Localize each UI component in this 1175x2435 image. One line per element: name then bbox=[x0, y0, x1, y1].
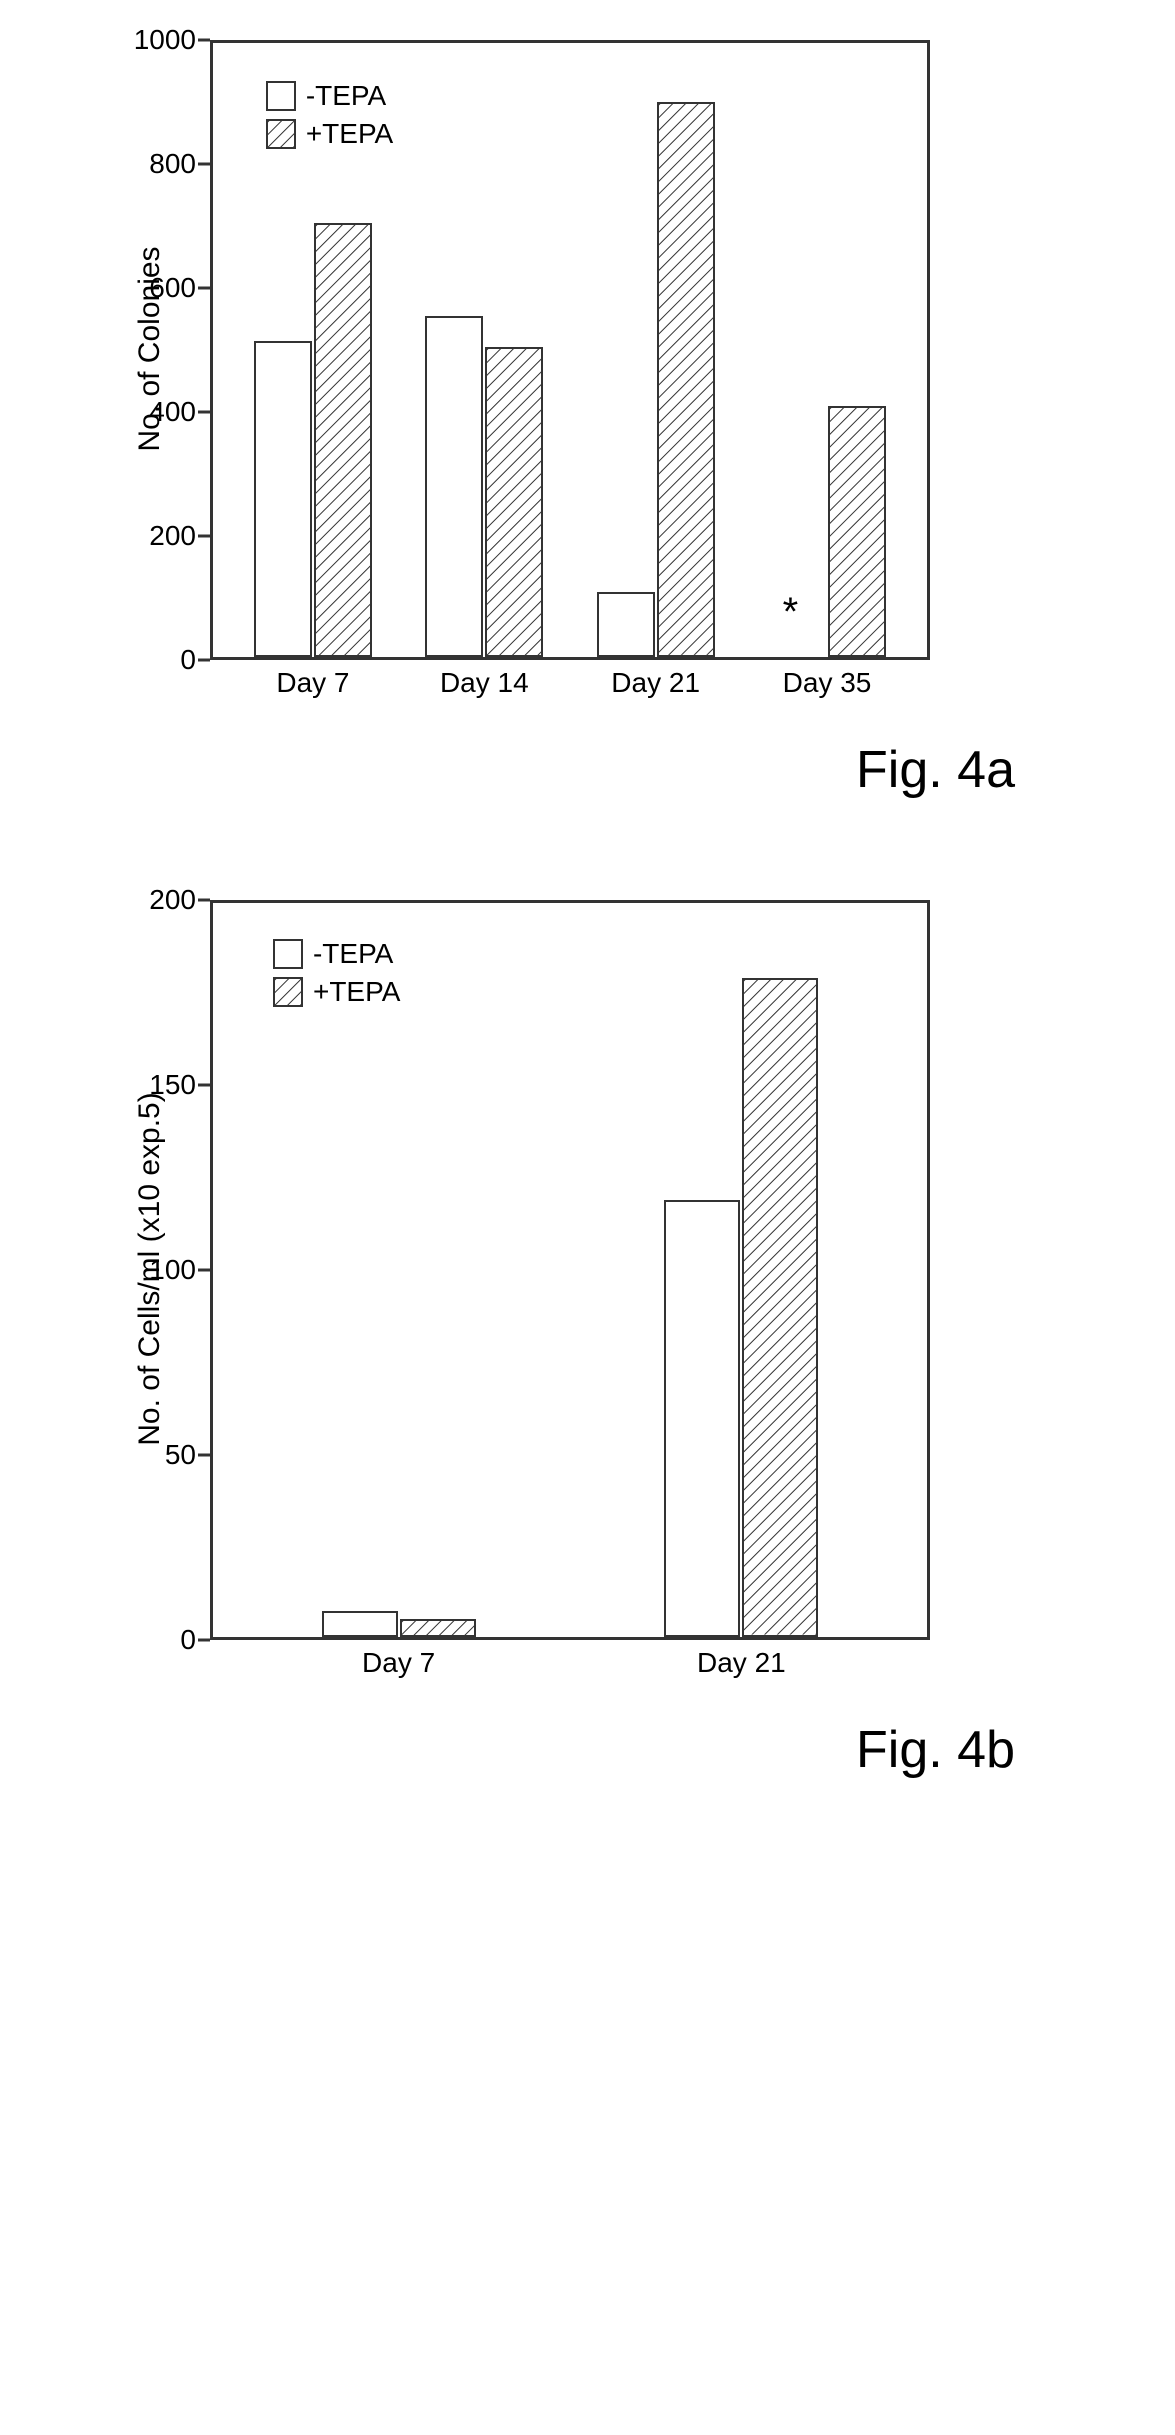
y-tick-mark bbox=[198, 39, 210, 42]
bar bbox=[314, 223, 372, 657]
figure: No. of Colonies02004006008001000-TEPA+TE… bbox=[40, 40, 1135, 800]
legend: -TEPA +TEPA bbox=[256, 74, 403, 156]
x-tick-label: Day 7 bbox=[276, 667, 349, 699]
bar-group: Day 35* bbox=[767, 43, 887, 657]
x-tick-label: Day 35 bbox=[783, 667, 872, 699]
legend-swatch bbox=[266, 119, 296, 149]
bar bbox=[657, 102, 715, 657]
y-tick-label: 200 bbox=[149, 520, 196, 552]
annotation: * bbox=[783, 590, 799, 635]
bar bbox=[742, 978, 818, 1637]
legend-label: -TEPA bbox=[313, 938, 393, 970]
legend-item: -TEPA bbox=[273, 938, 400, 970]
bar bbox=[400, 1619, 476, 1638]
y-tick-label: 0 bbox=[180, 1624, 196, 1656]
y-tick-mark bbox=[198, 287, 210, 290]
legend-item: +TEPA bbox=[266, 118, 393, 150]
x-tick-label: Day 21 bbox=[611, 667, 700, 699]
chart-container: No. of Cells/ml (x10 exp.5)050100150200-… bbox=[120, 900, 1135, 1640]
bar-group: Day 21 bbox=[663, 903, 819, 1637]
bar-group: Day 14 bbox=[424, 43, 544, 657]
y-axis: 02004006008001000 bbox=[120, 40, 210, 660]
y-tick-label: 400 bbox=[149, 396, 196, 428]
y-tick-label: 600 bbox=[149, 272, 196, 304]
legend-swatch bbox=[266, 81, 296, 111]
y-tick-mark bbox=[198, 659, 210, 662]
bar bbox=[425, 316, 483, 657]
y-tick-mark bbox=[198, 1639, 210, 1642]
plot-area: -TEPA+TEPADay 7Day 21 bbox=[210, 900, 930, 1640]
legend-label: -TEPA bbox=[306, 80, 386, 112]
y-tick-label: 800 bbox=[149, 148, 196, 180]
figure-caption: Fig. 4b bbox=[40, 1720, 1135, 1780]
y-axis: 050100150200 bbox=[120, 900, 210, 1640]
y-tick-mark bbox=[198, 1269, 210, 1272]
y-tick-mark bbox=[198, 899, 210, 902]
bar bbox=[322, 1611, 398, 1637]
bar-group: Day 21 bbox=[596, 43, 716, 657]
legend-label: +TEPA bbox=[306, 118, 393, 150]
chart-container: No. of Colonies02004006008001000-TEPA+TE… bbox=[120, 40, 1135, 660]
y-tick-mark bbox=[198, 535, 210, 538]
legend-item: -TEPA bbox=[266, 80, 393, 112]
x-tick-label: Day 7 bbox=[362, 1647, 435, 1679]
figure: No. of Cells/ml (x10 exp.5)050100150200-… bbox=[40, 900, 1135, 1780]
legend-swatch bbox=[273, 939, 303, 969]
y-tick-label: 150 bbox=[149, 1069, 196, 1101]
x-tick-label: Day 21 bbox=[697, 1647, 786, 1679]
bar bbox=[828, 406, 886, 657]
y-tick-mark bbox=[198, 163, 210, 166]
y-tick-label: 50 bbox=[165, 1439, 196, 1471]
y-tick-label: 0 bbox=[180, 644, 196, 676]
y-tick-label: 1000 bbox=[134, 24, 196, 56]
legend-item: +TEPA bbox=[273, 976, 400, 1008]
y-tick-mark bbox=[198, 1084, 210, 1087]
legend-swatch bbox=[273, 977, 303, 1007]
y-tick-mark bbox=[198, 411, 210, 414]
y-tick-label: 100 bbox=[149, 1254, 196, 1286]
x-tick-label: Day 14 bbox=[440, 667, 529, 699]
bar bbox=[664, 1200, 740, 1637]
bar bbox=[254, 341, 312, 657]
legend: -TEPA +TEPA bbox=[263, 932, 410, 1014]
plot-area: -TEPA+TEPADay 7Day 14Day 21Day 35* bbox=[210, 40, 930, 660]
legend-label: +TEPA bbox=[313, 976, 400, 1008]
y-tick-mark bbox=[198, 1454, 210, 1457]
bar bbox=[485, 347, 543, 657]
bar bbox=[597, 592, 655, 657]
figure-caption: Fig. 4a bbox=[40, 740, 1135, 800]
y-tick-label: 200 bbox=[149, 884, 196, 916]
